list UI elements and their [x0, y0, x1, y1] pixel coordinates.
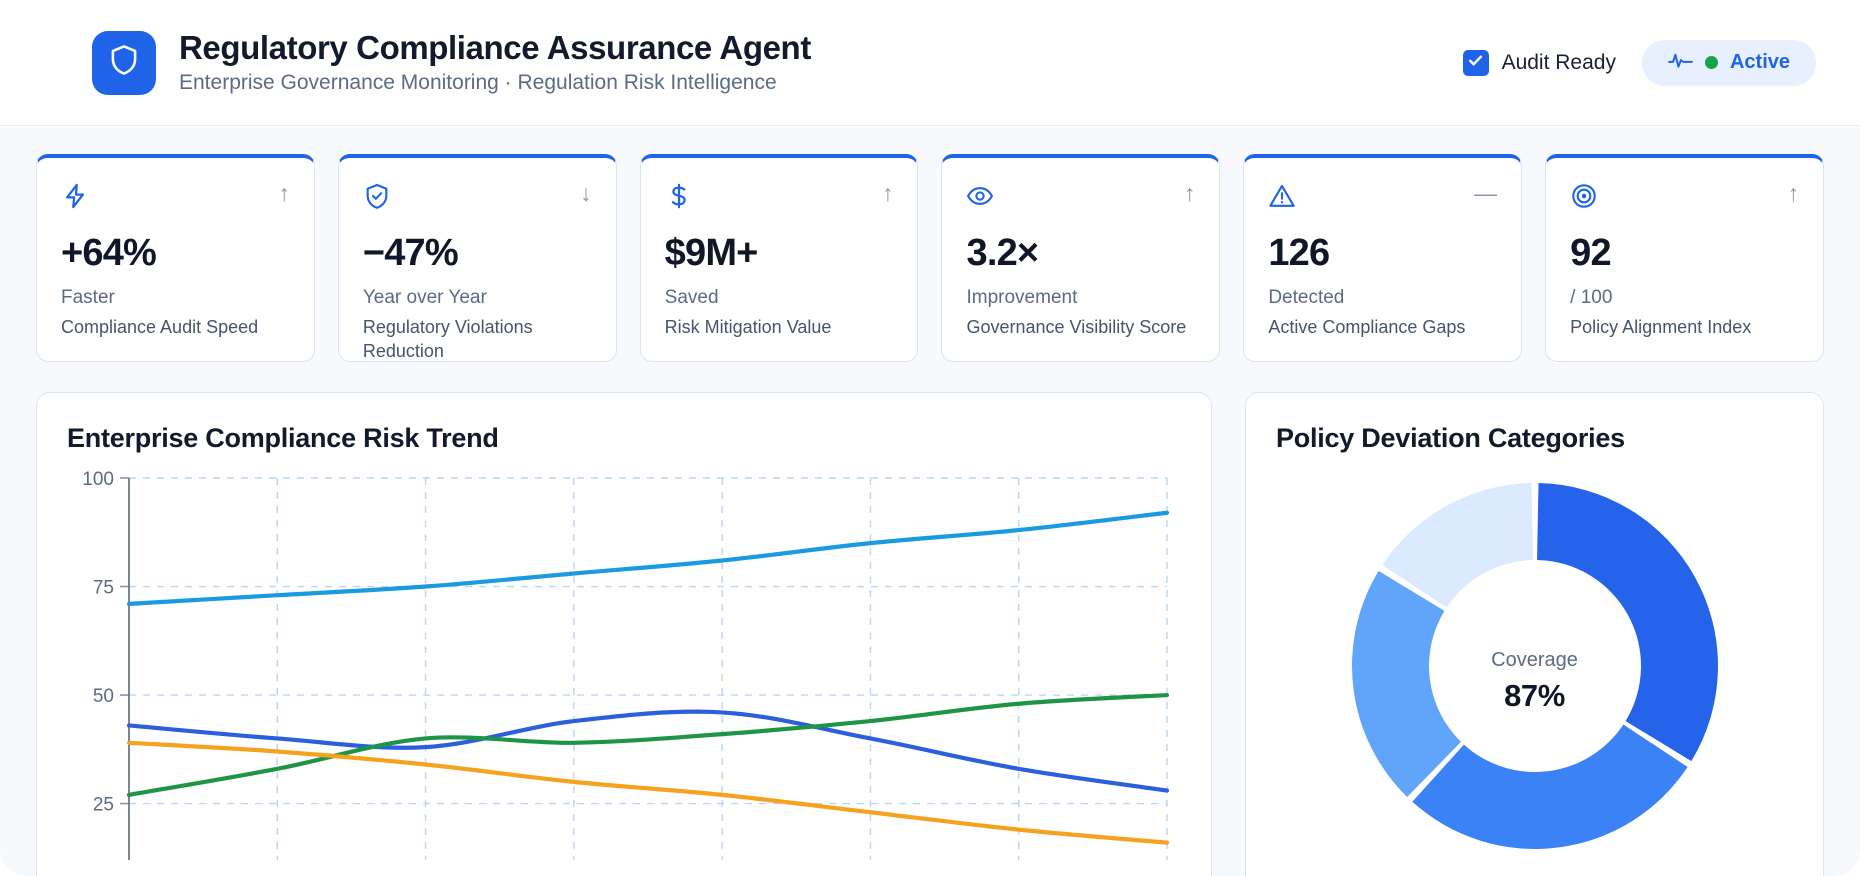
- kpi-description: Active Compliance Gaps: [1268, 316, 1466, 337]
- trend-panel-title: Enterprise Compliance Risk Trend: [67, 423, 499, 453]
- line-chart-canvas: 100 75 50 25: [82, 469, 1170, 860]
- kpi-value: 3.2×: [966, 232, 1039, 274]
- brand: Regulatory Compliance Assurance Agent En…: [92, 30, 811, 95]
- kpi-card-governance-visibility-score[interactable]: ↑ 3.2× Improvement Governance Visibility…: [941, 154, 1221, 362]
- panel-row: Enterprise Compliance Risk Trend 100 75 50…: [0, 362, 1860, 876]
- kpi-value: 92: [1570, 232, 1611, 274]
- kpi-value: 126: [1268, 232, 1330, 274]
- panel-compliance-risk-trend: Enterprise Compliance Risk Trend 100 75 50…: [36, 392, 1212, 876]
- status-label: Active: [1729, 51, 1790, 73]
- zap-icon: [61, 182, 89, 210]
- kpi-header: ↑: [61, 182, 290, 212]
- kpi-card-risk-mitigation-value[interactable]: ↑ $9M+ Saved Risk Mitigation Value: [639, 154, 919, 362]
- panel-policy-deviation-categories: Policy Deviation Categories Coverage 87%: [1245, 392, 1824, 876]
- kpi-card-row: ↑ +64% Faster Compliance Audit Speed ↓ −…: [0, 126, 1860, 362]
- kpi-header: ↑: [966, 182, 1195, 212]
- kpi-card-compliance-audit-speed[interactable]: ↑ +64% Faster Compliance Audit Speed: [36, 154, 315, 362]
- shield-icon: [109, 44, 139, 81]
- kpi-trend-indicator: ↑: [1787, 180, 1799, 206]
- kpi-card-policy-alignment-index[interactable]: ↑ 92 / 100 Policy Alignment Index: [1545, 154, 1824, 362]
- kpi-description: Compliance Audit Speed: [61, 316, 259, 337]
- status-indicator-dot: [1704, 56, 1718, 69]
- kpi-label: Improvement: [966, 287, 1078, 308]
- header-controls: Audit Ready Active: [1462, 39, 1816, 86]
- kpi-trend-indicator: ↓: [580, 180, 592, 206]
- page-title: Regulatory Compliance Assurance Agent: [179, 29, 811, 67]
- line-chart[interactable]: 100 75 50 25: [67, 464, 1181, 876]
- kpi-description: Regulatory Violations Reduction: [362, 316, 533, 361]
- svg-text:75: 75: [93, 578, 114, 599]
- donut-slice[interactable]: [1381, 483, 1533, 608]
- alert-triangle-icon: [1268, 182, 1296, 210]
- app-header: Regulatory Compliance Assurance Agent En…: [0, 0, 1860, 126]
- donut-slice[interactable]: [1536, 483, 1718, 762]
- kpi-description: Governance Visibility Score: [966, 316, 1187, 337]
- app-logo: [92, 30, 156, 95]
- kpi-label: Saved: [664, 287, 719, 308]
- kpi-trend-indicator: —: [1474, 180, 1498, 206]
- kpi-description: Policy Alignment Index: [1570, 316, 1752, 337]
- kpi-label: / 100: [1570, 287, 1613, 308]
- kpi-card-regulatory-violations-reduction[interactable]: ↓ −47% Year over Year Regulatory Violati…: [337, 154, 617, 362]
- eye-icon: [966, 182, 994, 210]
- kpi-trend-indicator: ↑: [881, 180, 894, 206]
- kpi-header: ↑: [665, 180, 894, 212]
- target-icon: [1570, 182, 1598, 210]
- check-icon: [1467, 52, 1484, 74]
- dollar-sign-icon: [665, 182, 693, 210]
- shield-check-icon: [363, 182, 391, 210]
- kpi-value: +64%: [61, 232, 157, 274]
- donut-panel-title: Policy Deviation Categories: [1276, 423, 1625, 453]
- kpi-value: $9M+: [664, 232, 759, 274]
- audit-ready-checkbox[interactable]: [1462, 49, 1489, 76]
- svg-text:50: 50: [93, 686, 114, 707]
- donut-slice[interactable]: [1411, 724, 1688, 849]
- activity-pulse-icon: [1668, 51, 1693, 75]
- kpi-card-active-compliance-gaps[interactable]: — 126 Detected Active Compliance Gaps: [1243, 154, 1523, 362]
- kpi-label: Faster: [61, 287, 115, 308]
- title-block: Regulatory Compliance Assurance Agent En…: [179, 31, 811, 94]
- kpi-label: Detected: [1268, 287, 1345, 308]
- status-badge[interactable]: Active: [1641, 39, 1816, 86]
- donut-slice[interactable]: [1351, 570, 1461, 797]
- kpi-header: ↑: [1570, 182, 1799, 212]
- donut-chart-canvas: [1351, 483, 1718, 849]
- kpi-header: —: [1268, 182, 1497, 212]
- kpi-label: Year over Year: [362, 287, 487, 308]
- page-subtitle: Enterprise Governance Monitoring · Regul…: [179, 70, 777, 94]
- donut-chart[interactable]: Coverage 87%: [1276, 480, 1793, 852]
- kpi-header: ↓: [363, 182, 592, 212]
- kpi-description: Risk Mitigation Value: [664, 316, 832, 337]
- audit-ready-toggle[interactable]: Audit Ready: [1462, 49, 1616, 76]
- kpi-value: −47%: [362, 232, 459, 274]
- svg-text:100: 100: [82, 469, 114, 490]
- kpi-trend-indicator: ↑: [1183, 180, 1196, 206]
- kpi-trend-indicator: ↑: [278, 180, 290, 206]
- svg-text:25: 25: [93, 795, 114, 816]
- audit-ready-label: Audit Ready: [1501, 50, 1616, 74]
